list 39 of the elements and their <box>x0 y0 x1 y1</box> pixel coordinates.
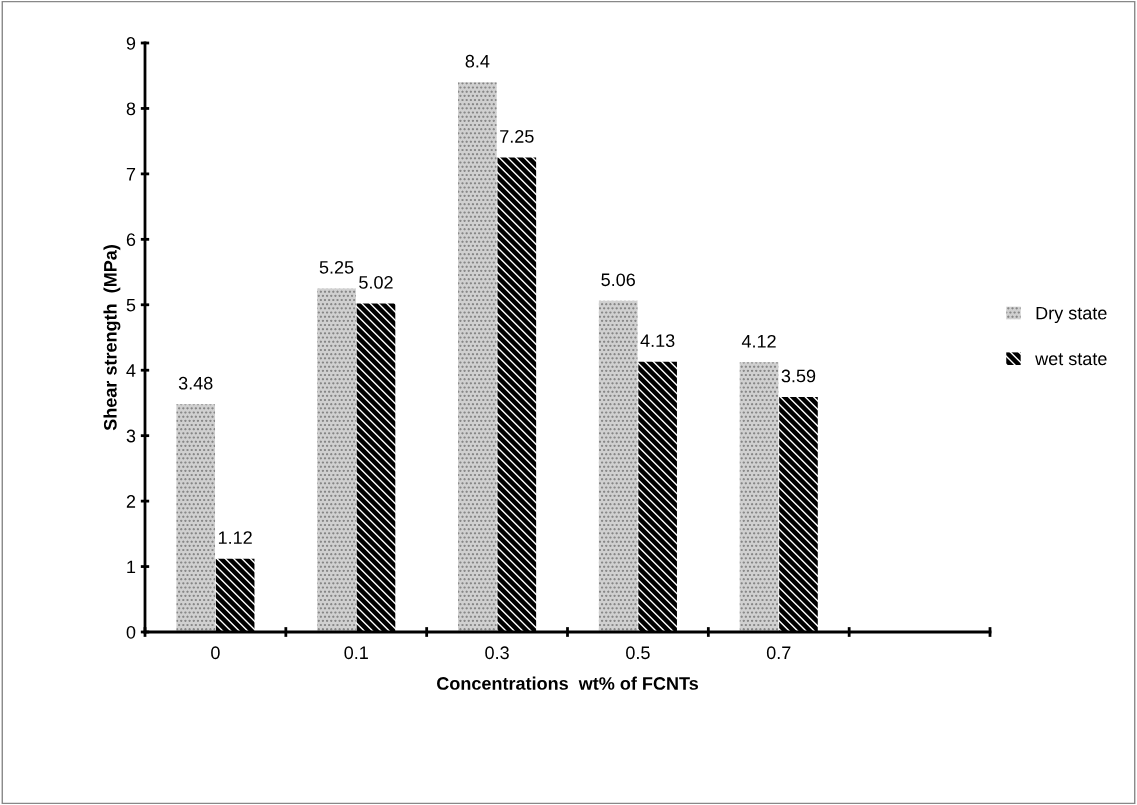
data-label: 5.25 <box>319 260 354 274</box>
data-label: 3.59 <box>781 369 816 383</box>
y-tick-label: 2 <box>126 495 136 508</box>
data-label: 4.13 <box>640 334 675 348</box>
y-axis-title: Shear strength (MPa) <box>103 245 121 431</box>
x-tick-label: 0.5 <box>626 646 650 660</box>
y-tick-label: 6 <box>126 233 136 247</box>
bar <box>356 303 396 632</box>
x-tick-label: 0.1 <box>344 646 368 660</box>
y-tick-label: 5 <box>126 298 136 312</box>
y-tick-label: 7 <box>126 168 136 181</box>
data-label: 5.02 <box>359 276 393 289</box>
data-label: 5.06 <box>601 273 635 287</box>
data-label: 8.4 <box>465 54 490 68</box>
data-label: 1.12 <box>218 531 252 544</box>
data-label: 3.48 <box>178 376 213 390</box>
bar <box>598 300 638 632</box>
bar <box>458 82 497 632</box>
bar <box>638 361 677 632</box>
y-tick-label: 8 <box>126 102 136 116</box>
y-tick-label: 9 <box>126 36 136 50</box>
data-label: 4.12 <box>741 334 776 348</box>
bar <box>779 397 818 632</box>
legend-label: Dry state <box>1036 306 1107 324</box>
y-tick-label: 3 <box>126 429 136 443</box>
x-tick-label: 0 <box>211 646 220 660</box>
x-axis-title: Concentrations wt% of FCNTs <box>437 676 699 690</box>
y-tick-label: 4 <box>126 364 136 377</box>
bar <box>215 558 255 632</box>
bar <box>176 404 216 632</box>
y-tick-label: 0 <box>126 625 136 639</box>
bar <box>317 288 356 632</box>
x-tick-label: 0.3 <box>485 646 509 660</box>
x-tick-label: 0.7 <box>766 646 791 660</box>
y-tick-label: 1 <box>127 560 136 574</box>
bar <box>497 157 537 632</box>
legend-label: wet state <box>1035 353 1107 366</box>
data-label: 7.25 <box>500 130 534 143</box>
bar <box>739 362 779 632</box>
